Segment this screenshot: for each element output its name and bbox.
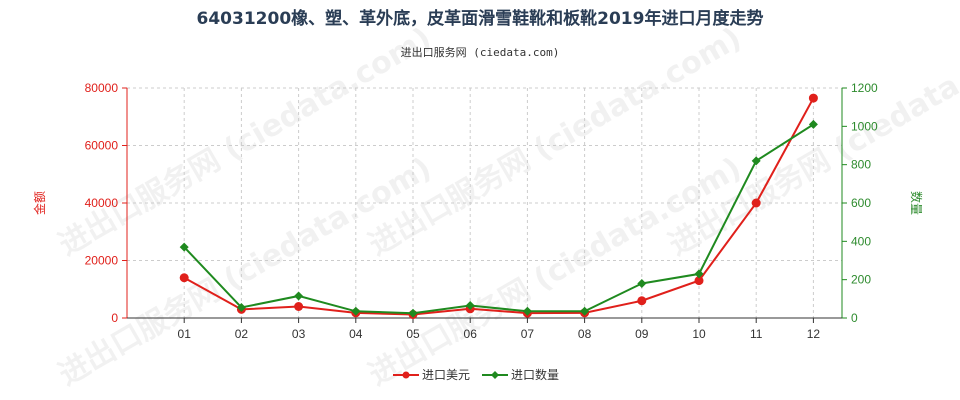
legend-marker-import-value <box>402 371 410 379</box>
data-point-circle[interactable] <box>808 93 818 103</box>
y-right-tick-label: 1000 <box>851 119 878 133</box>
data-point-diamond[interactable] <box>637 279 647 288</box>
x-tick-label: 03 <box>292 327 306 341</box>
y-right-tick-label: 1200 <box>851 81 878 95</box>
x-tick-label: 05 <box>406 327 420 341</box>
x-tick-label: 07 <box>521 327 535 341</box>
axes-layer: 0 20000 40000 60000 80000 0 200 400 600 800 1000 12… <box>85 81 878 341</box>
series-import-quantity <box>179 119 818 318</box>
series-line <box>183 97 815 316</box>
legend-item-import-value[interactable]: 进口美元 <box>393 368 470 382</box>
y-right-tick-label: 600 <box>851 196 871 210</box>
x-tick-label: 09 <box>635 327 649 341</box>
series-layer <box>179 93 818 320</box>
data-point-diamond[interactable] <box>751 156 761 166</box>
legend-item-import-quantity[interactable]: 进口数量 <box>482 367 559 382</box>
legend: 进口美元 进口数量 <box>393 367 559 382</box>
data-point-diamond[interactable] <box>522 306 532 316</box>
y-axis-left-title: 金额 <box>32 191 47 215</box>
data-point-diamond[interactable] <box>808 119 818 129</box>
y-right-tick-label: 400 <box>851 234 871 248</box>
data-point-diamond[interactable] <box>294 291 304 301</box>
x-tick-label: 01 <box>178 327 192 341</box>
x-tick-label: 06 <box>464 327 478 341</box>
x-tick-label: 10 <box>692 327 706 341</box>
x-tick-label: 04 <box>349 327 363 341</box>
data-point-circle[interactable] <box>637 296 647 306</box>
y-left-tick-label: 80000 <box>85 81 119 95</box>
series-line <box>183 123 814 315</box>
data-point-diamond[interactable] <box>408 308 418 318</box>
data-point-diamond[interactable] <box>179 242 189 252</box>
y-left-tick-label: 0 <box>111 311 118 325</box>
legend-marker-import-quantity <box>491 371 499 379</box>
y-axis-right-title: 数量 <box>909 191 924 215</box>
y-right-tick-label: 800 <box>851 158 871 172</box>
data-point-diamond[interactable] <box>236 302 246 312</box>
data-point-circle[interactable] <box>179 273 189 283</box>
data-point-circle[interactable] <box>751 198 761 208</box>
y-left-tick-label: 40000 <box>85 196 119 210</box>
y-right-tick-label: 0 <box>851 311 858 325</box>
data-point-diamond[interactable] <box>580 306 590 316</box>
x-tick-label: 11 <box>750 327 763 341</box>
data-point-diamond[interactable] <box>465 301 475 311</box>
chart-subtitle: 进出口服务网 (ciedata.com) <box>401 45 560 59</box>
grid-layer <box>127 87 842 319</box>
data-point-circle[interactable] <box>694 276 704 286</box>
x-tick-label: 02 <box>235 327 249 341</box>
y-left-tick-label: 60000 <box>85 139 119 153</box>
data-point-circle[interactable] <box>294 302 304 311</box>
y-right-tick-label: 200 <box>851 273 871 287</box>
x-tick-label: 12 <box>807 327 821 341</box>
legend-label-import-quantity: 进口数量 <box>511 367 559 382</box>
legend-label-import-value: 进口美元 <box>422 368 470 382</box>
x-tick-label: 08 <box>578 327 592 341</box>
chart-title: 64031200橡、塑、革外底，皮革面滑雪鞋靴和板靴2019年进口月度走势 <box>197 8 764 29</box>
data-point-diamond[interactable] <box>694 269 704 279</box>
y-left-tick-label: 20000 <box>85 254 119 268</box>
data-point-diamond[interactable] <box>351 306 361 316</box>
